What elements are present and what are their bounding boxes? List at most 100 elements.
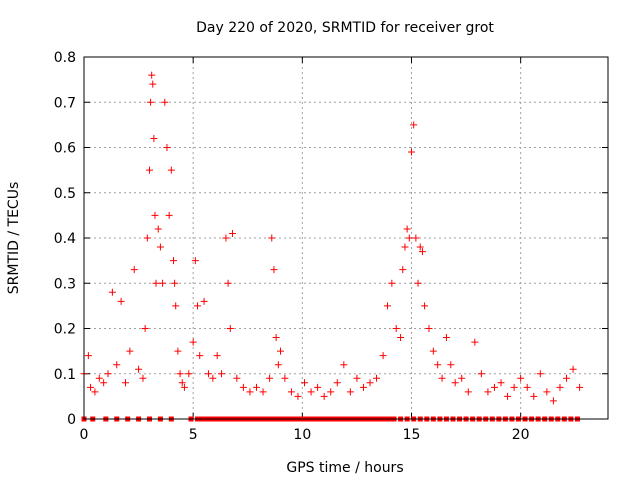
data-point [113,361,121,369]
y-tick-label: 0 [67,412,76,428]
data-point [287,388,295,396]
data-point [174,347,182,355]
data-point [143,234,151,242]
y-tick-label: 0.1 [54,367,76,383]
data-point [403,225,411,233]
y-tick-label: 0.8 [54,50,76,66]
plot-frame [83,56,609,420]
y-tick-label: 0.3 [54,276,76,292]
data-point [246,388,254,396]
data-point [405,234,413,242]
data-point [438,374,446,382]
data-point [218,370,226,378]
data-point [117,297,125,305]
data-point [163,144,171,151]
y-tick-label: 0.7 [54,95,76,111]
data-point [170,257,178,265]
data-point [252,383,260,391]
data-point [130,266,138,274]
data-point [84,352,92,360]
data-point [569,365,577,373]
data-point [104,370,112,378]
data-point [359,383,367,391]
data-point [379,352,387,360]
data-point [100,379,108,387]
data-point [194,302,202,310]
data-point [191,257,199,265]
x-tick-label: 0 [80,427,89,443]
data-point [414,279,422,287]
data-point [327,388,335,396]
x-axis-label: GPS time / hours [286,460,403,476]
data-point [464,388,472,396]
data-point [204,370,212,378]
data-point [135,365,143,373]
data-point [510,383,518,391]
data-point [121,379,129,387]
data-point [149,80,157,88]
data-point [425,325,433,332]
data-point [301,379,309,387]
data-point [543,388,551,396]
data-point [176,370,184,378]
data-point [228,229,236,237]
tick-labels: 0 5 10 15 20 0 0.1 0.2 0.3 0.4 0.5 0.6 0.7 0.8 [54,50,608,443]
data-point [451,379,459,387]
data-point [196,352,204,360]
data-point [185,370,193,378]
data-point [165,211,173,219]
data-point [189,338,197,346]
x-tick-label: 15 [403,427,421,443]
data-point [161,98,169,106]
data-point [222,234,230,242]
data-point [151,211,159,219]
data-point [277,347,284,355]
data-point [152,279,160,287]
data-point [180,383,188,391]
data-point [418,248,426,256]
data-point [314,383,322,391]
data-point [108,288,116,296]
data-point [429,347,437,355]
data-point [150,134,158,142]
data-point [281,374,289,382]
data-point [307,388,315,396]
data-point [259,388,267,396]
data-point [410,121,418,129]
grid-lines [84,57,608,419]
data-point [366,379,374,387]
data-point [530,392,538,400]
data-point [226,325,234,332]
y-tick-label: 0.4 [54,231,76,247]
data-point [95,374,103,382]
data-point [442,334,450,342]
data-point [536,370,544,378]
data-point [233,374,241,382]
data-point [139,374,147,382]
data-point [353,374,361,382]
data-point [397,334,405,342]
data-point [209,374,217,382]
data-point [408,148,415,156]
data-point [523,383,531,391]
data-point [272,334,280,342]
data-point [213,352,221,360]
data-point [320,392,328,400]
data-point [159,279,167,287]
data-point [373,374,381,382]
x-tick-label: 10 [293,427,311,443]
data-point [477,370,485,378]
data-point [270,266,278,274]
data-point [171,279,179,287]
data-point [484,388,492,396]
data-point [333,379,341,387]
data-point [504,392,512,400]
y-tick-label: 0.5 [54,186,76,202]
y-tick-label: 0.6 [54,141,76,157]
data-point [412,234,420,242]
data-point [421,302,429,310]
data-point [346,388,354,396]
data-point [471,338,479,346]
